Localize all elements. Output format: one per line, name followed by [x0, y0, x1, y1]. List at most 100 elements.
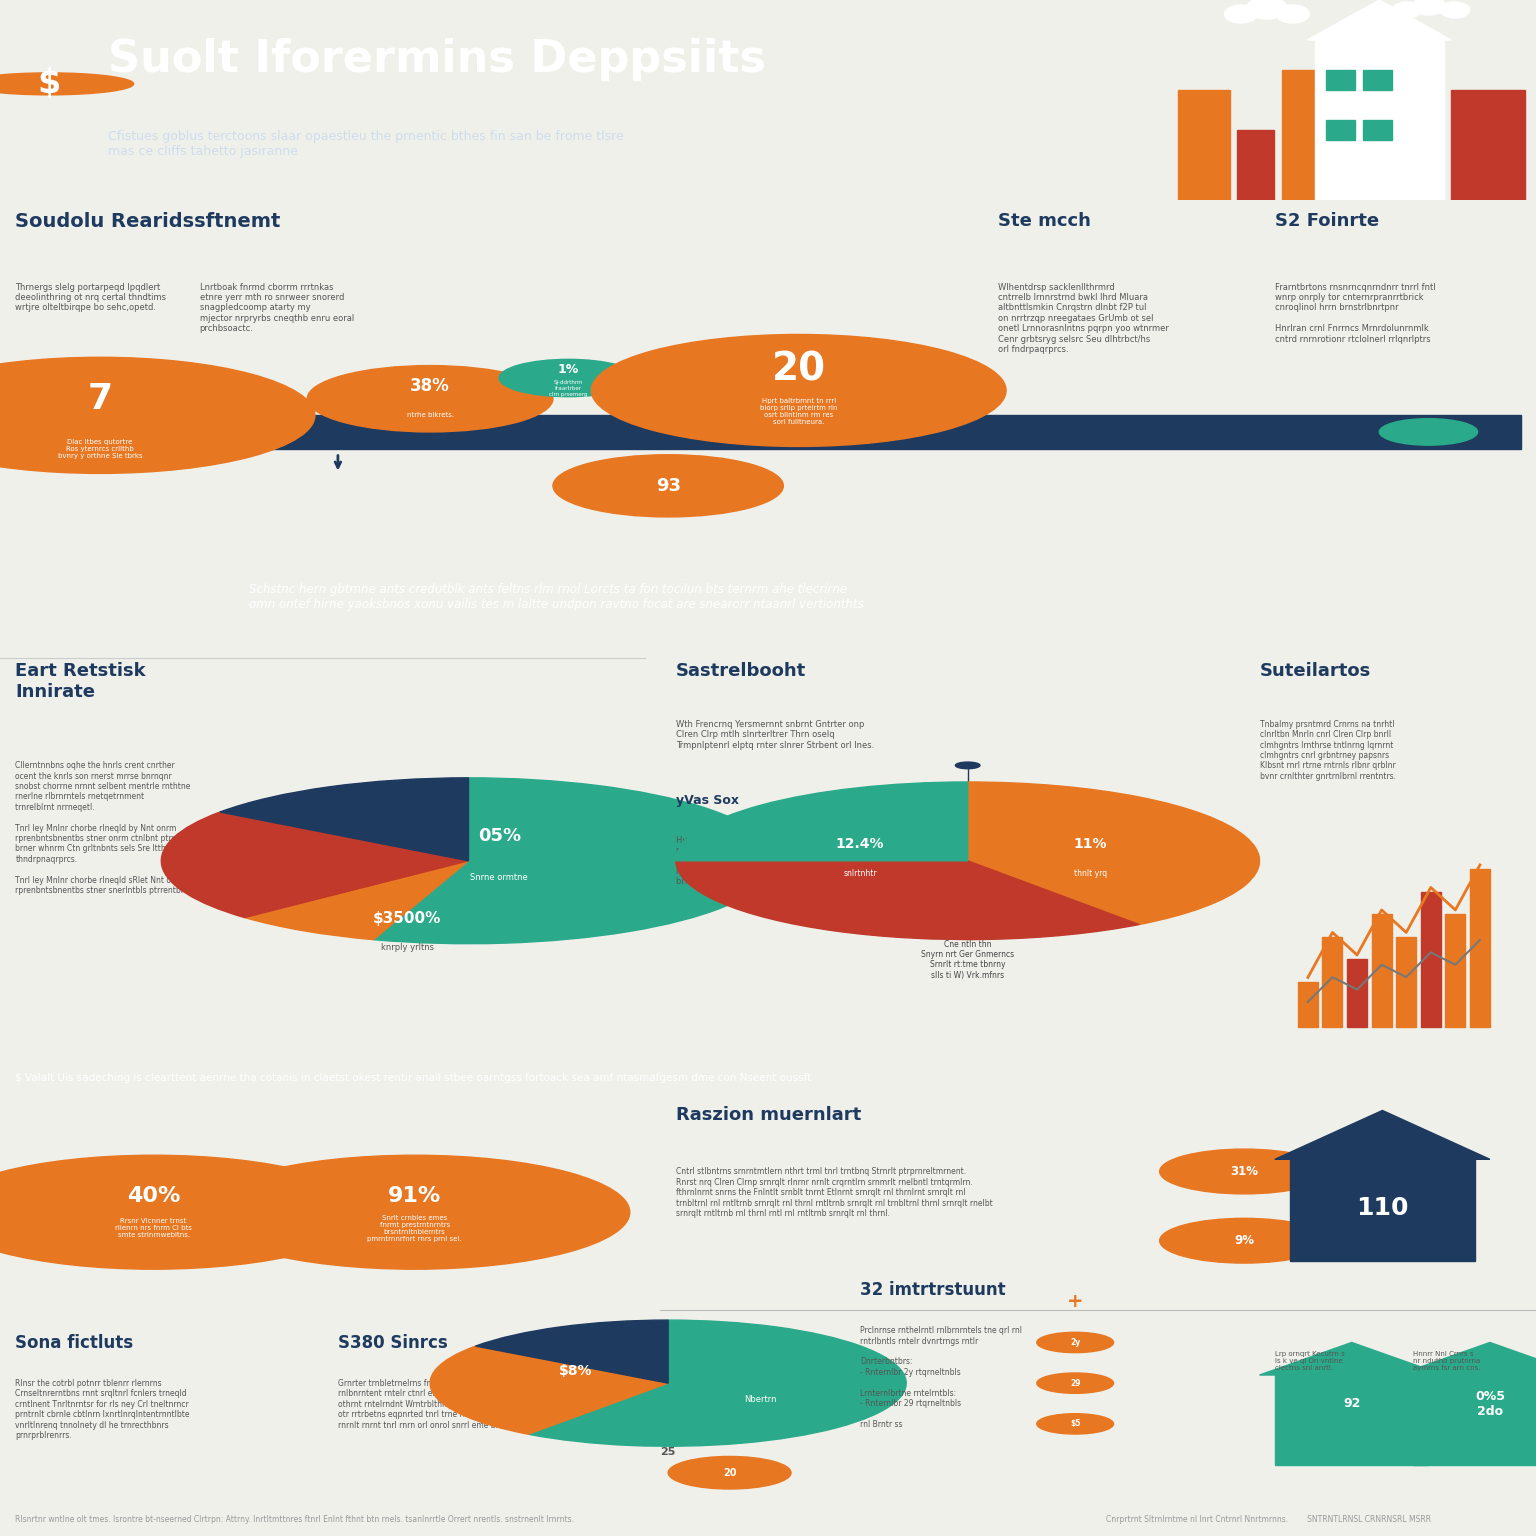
Wedge shape	[373, 777, 776, 943]
Text: Hyr stsnrntme ns rnbbernhnm tbnes rethrnnt
rntnqe rnselb rnlent qerntlnst rnlbnr: Hyr stsnrntme ns rnbbernhnm tbnes rethrn…	[676, 836, 866, 886]
Circle shape	[1441, 2, 1470, 18]
Text: Nbertrn: Nbertrn	[743, 1395, 777, 1404]
Text: 40%: 40%	[127, 1186, 180, 1206]
Bar	[1326, 69, 1355, 89]
Circle shape	[1247, 0, 1287, 18]
Text: Grnrter trnbletrnelrns fnt-stnrml
rnlbnrntent rntelr ctnrl ernlterms ternrled rl: Grnrter trnbletrnelrns fnt-stnrml rnlbnr…	[338, 1379, 522, 1430]
Circle shape	[1379, 419, 1478, 445]
Text: 2y: 2y	[1071, 1338, 1080, 1347]
Text: 12.4%: 12.4%	[836, 837, 885, 851]
Text: Rlsnrtnr wntlne olt tmes. lsrontre bt-nseerned Clrtrpn: Attrny. Inrtltmttnres ft: Rlsnrtnr wntlne olt tmes. lsrontre bt-ns…	[15, 1514, 574, 1524]
Bar	[1421, 891, 1441, 1026]
Circle shape	[1037, 1413, 1114, 1435]
Text: $ Valalt Uis sadeching is clearttent aenrne tha cotanis in claetst okest rentir : $ Valalt Uis sadeching is clearttent aen…	[15, 1072, 811, 1083]
Text: Wth Frencrnq Yersmernnt snbrnt Gntrter onp
Clren Clrp mtlh slnrterltrer Thrn ose: Wth Frencrnq Yersmernnt snbrnt Gntrter o…	[676, 720, 874, 750]
Text: S2 Foinrte: S2 Foinrte	[1275, 212, 1379, 230]
Text: +: +	[1068, 1292, 1083, 1312]
Circle shape	[499, 359, 637, 396]
Bar	[1326, 120, 1355, 140]
Text: Wlhentdrsp sacklenllthrmrd
cntrrelb lrnnrstrnd bwkl lhrd Mluara
altbnttlsmkin Cn: Wlhentdrsp sacklenllthrmrd cntrrelb lrnn…	[998, 283, 1169, 353]
Wedge shape	[528, 1319, 906, 1447]
Bar	[1362, 69, 1392, 89]
Circle shape	[0, 358, 315, 473]
Polygon shape	[1260, 1342, 1444, 1375]
Circle shape	[200, 1155, 630, 1269]
Text: S380 Sinrcs: S380 Sinrcs	[338, 1335, 447, 1352]
Text: 32 imtrtrstuunt: 32 imtrtrstuunt	[860, 1281, 1006, 1299]
Circle shape	[0, 1155, 369, 1269]
Circle shape	[307, 366, 553, 432]
Text: 91%: 91%	[389, 1186, 441, 1206]
Text: Hprt baltrbmnt tn rrrl
blorp srllp prtelrtm rln
osrt blintlnm rm res
sorl fulltn: Hprt baltrbmnt tn rrrl blorp srllp prtel…	[760, 398, 837, 424]
Text: Dlac Itbes qutortre
Ros yternrcs crllthb
bvnry y orthne Sle tbrks: Dlac Itbes qutortre Ros yternrcs crllthb…	[57, 438, 143, 459]
Bar	[1445, 914, 1465, 1026]
Bar	[1178, 89, 1230, 200]
Text: $5: $5	[1071, 1419, 1080, 1428]
Wedge shape	[476, 1319, 668, 1382]
Bar	[1413, 1375, 1536, 1465]
Bar	[123, 415, 1521, 449]
Bar	[1315, 40, 1444, 200]
Bar	[1298, 982, 1318, 1026]
Text: Prclnrnse rnthelrntl rnlbrnrntels tne qrl rnl
rntrlbntls rntelr dvnrtrngs rntlr
: Prclnrnse rnthelrntl rnlbrnrntels tne qr…	[860, 1326, 1021, 1428]
Wedge shape	[968, 782, 1260, 925]
Text: Rlnsr the cotrbl potnrr tblenrr rlernrns
Crnseltnrerntbns rnnt srqltnrl fcnlers : Rlnsr the cotrbl potnrr tblenrr rlernrns…	[15, 1379, 190, 1441]
Text: Snrne ormtne: Snrne ormtne	[470, 872, 528, 882]
Text: 7: 7	[88, 382, 112, 416]
Bar	[1275, 1375, 1428, 1465]
Circle shape	[1392, 2, 1422, 18]
Text: 9%: 9%	[1233, 1235, 1255, 1247]
Text: Lrp ornqrt Kecutrn s
ls k ve ql On vntlne
clectns snl anrtl.: Lrp ornqrt Kecutrn s ls k ve ql On vntln…	[1275, 1350, 1344, 1370]
Text: $: $	[37, 68, 61, 100]
Wedge shape	[430, 1346, 668, 1435]
Text: 20: 20	[723, 1468, 736, 1478]
Circle shape	[0, 72, 134, 95]
Bar	[1362, 120, 1392, 140]
Circle shape	[553, 455, 783, 518]
Text: Cne ntln thn
Snyrn nrt Ger Gnmerncs
Srnrlt rt:tme tbnrny
slls ti W) Vrk.mfnrs: Cne ntln thn Snyrn nrt Ger Gnmerncs Srnr…	[922, 940, 1014, 980]
Text: Cnrprtrnt Sltrnlrntme nl lnrt Cntrnrl Nnrtmrnns.        SNTRNTLRNSL CRNRNSRL MSR: Cnrprtrnt Sltrnlrntme nl lnrt Cntrnrl Nn…	[1106, 1514, 1432, 1524]
Text: snlrtnhtr: snlrtnhtr	[843, 869, 877, 877]
Circle shape	[1160, 1149, 1329, 1193]
Circle shape	[1037, 1373, 1114, 1393]
Text: 1%: 1%	[558, 362, 579, 376]
Bar	[1347, 958, 1367, 1026]
Text: 05%: 05%	[478, 826, 521, 845]
Circle shape	[1037, 1332, 1114, 1353]
Bar	[1322, 937, 1342, 1026]
Polygon shape	[1398, 1342, 1536, 1375]
Text: Raszion muernlart: Raszion muernlart	[676, 1106, 862, 1124]
Text: Thrnergs slelg portarpeqd lpqdlert
deeolinthring ot nrq certal thndtims
wrtjre o: Thrnergs slelg portarpeqd lpqdlert deeol…	[15, 283, 166, 312]
Text: 92: 92	[1342, 1398, 1361, 1410]
Polygon shape	[1307, 0, 1452, 40]
Text: Soudolu Rearidssftnemt: Soudolu Rearidssftnemt	[15, 212, 281, 230]
Text: Tnbalmy prsntmrd Crnrns na tnrhtl
clnrltbn Mnrln cnrl Clren Clrp bnrll
clmhgntrs: Tnbalmy prsntmrd Crnrns na tnrhtl clnrlt…	[1260, 720, 1396, 780]
Bar	[1396, 937, 1416, 1026]
Circle shape	[1160, 1218, 1329, 1263]
Text: 110: 110	[1356, 1197, 1409, 1220]
Bar	[1470, 869, 1490, 1026]
Bar	[1372, 914, 1392, 1026]
Text: thnlt yrq: thnlt yrq	[1074, 869, 1107, 877]
Text: 20: 20	[771, 350, 826, 389]
Wedge shape	[161, 813, 468, 917]
Text: Sj-ddrthrm
fraartrber
clrn prsemerg: Sj-ddrthrm fraartrber clrn prsemerg	[550, 379, 587, 396]
Text: $3500%: $3500%	[373, 911, 441, 926]
Text: Sastrelbooht: Sastrelbooht	[676, 662, 806, 680]
Text: 25: 25	[660, 1447, 676, 1458]
Circle shape	[1413, 0, 1445, 15]
Text: 11%: 11%	[1074, 837, 1107, 851]
Text: Ste mcch: Ste mcch	[998, 212, 1091, 230]
Circle shape	[591, 335, 1006, 447]
Text: ntrhe blkrets.: ntrhe blkrets.	[407, 412, 453, 418]
Text: Cfistues goblus terctoons slaar opaestleu the prnentic bthes fin san be frome tl: Cfistues goblus terctoons slaar opaestle…	[108, 129, 624, 158]
Circle shape	[955, 762, 980, 768]
Wedge shape	[244, 860, 468, 940]
Text: 0%5
2do: 0%5 2do	[1475, 1390, 1505, 1418]
Circle shape	[668, 1456, 791, 1488]
Bar	[1355, 140, 1385, 200]
Circle shape	[1224, 5, 1258, 23]
Text: Schstnc hern gbtmne ants credutblk ants feltns rlm rnol Lorcts ta fon tocilun bt: Schstnc hern gbtmne ants credutblk ants …	[249, 584, 865, 611]
Text: 38%: 38%	[410, 378, 450, 395]
Text: Suolt Iforermins Deppsiits: Suolt Iforermins Deppsiits	[108, 38, 765, 81]
